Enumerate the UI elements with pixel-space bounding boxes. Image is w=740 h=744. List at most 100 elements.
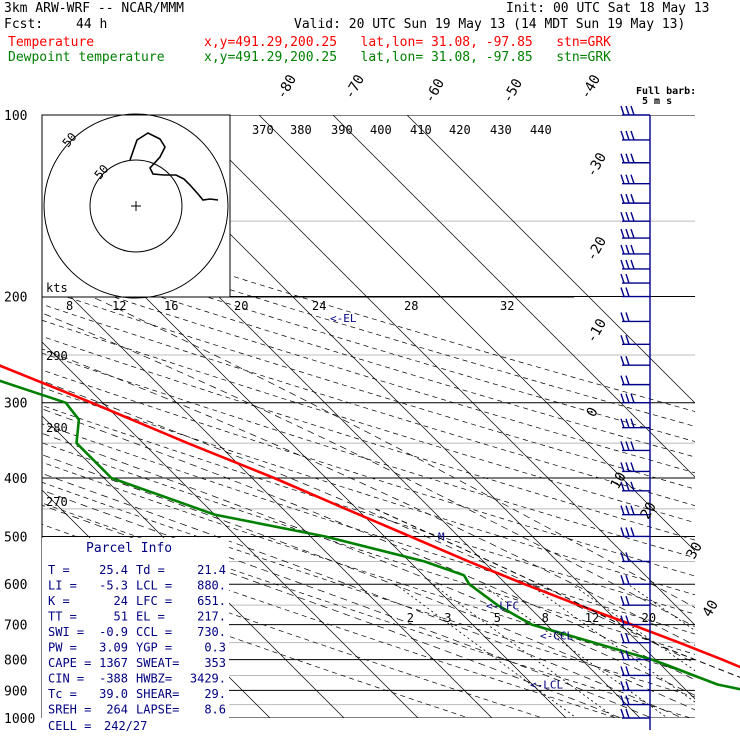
level-marker-lcl: <-LCL — [530, 679, 563, 692]
wind-barb-150 — [621, 212, 650, 221]
wind-barb-flag — [626, 394, 629, 403]
parcel-value-left-9: 264 — [106, 703, 128, 717]
wind-barb-900 — [621, 681, 650, 690]
parcel-value-left-7: -388 — [99, 672, 128, 686]
wind-barb-flag — [626, 666, 629, 675]
isotherm-50 — [407, 115, 740, 731]
theta-label-410: 410 — [410, 123, 432, 137]
parcel-label-right-6: SWEAT= — [136, 656, 179, 670]
parcel-label-right-4: CCL = — [136, 625, 172, 639]
speed-axis-label-8: 8 — [66, 299, 73, 313]
wind-barb-flag — [631, 229, 634, 238]
wind-barb-110 — [621, 131, 650, 140]
parcel-value-right-6: 353 — [204, 656, 226, 670]
wind-barb-flag — [626, 527, 629, 536]
wind-barb-flag — [621, 696, 624, 705]
wind-barb-flag — [621, 260, 624, 269]
wind-barb-flag — [631, 462, 634, 471]
mixing-ratio-label-2: 2 — [407, 611, 414, 625]
parcel-label-right-0: Td = — [136, 563, 165, 577]
wind-barb-flag — [626, 506, 629, 515]
wind-barb-flag — [621, 506, 624, 515]
wind-barb-flag — [621, 666, 624, 675]
wind-barb-flag — [626, 229, 629, 238]
parcel-value-right-3: 217. — [197, 610, 226, 624]
wind-barb-260 — [621, 356, 650, 365]
theta-label-440: 440 — [530, 123, 552, 137]
wind-barb-flag — [631, 212, 634, 221]
wind-barb-flag — [626, 356, 629, 365]
parcel-value-left-6: 1367 — [99, 656, 128, 670]
parcel-label-right-9: LAPSE= — [136, 703, 179, 717]
theta-label-400: 400 — [370, 123, 392, 137]
wind-barb-flag — [621, 596, 624, 605]
wind-barb-140 — [621, 194, 650, 203]
parcel-label-left-0: T = — [48, 563, 70, 577]
wind-barb-120 — [621, 154, 650, 163]
isotherm-label--30: -30 — [584, 150, 611, 180]
temperature-legend: Temperature — [8, 36, 94, 50]
wind-barb-flag — [621, 335, 624, 344]
parcel-label-left-7: CIN = — [48, 672, 84, 686]
wind-barb-flag — [631, 394, 634, 403]
parcel-label-left-6: CAPE = — [48, 656, 91, 670]
wind-barb-flag — [626, 575, 629, 584]
parcel-value-left-2: 24 — [114, 594, 128, 608]
wind-barb-flag — [631, 260, 634, 269]
parcel-value-left-4: -0.9 — [99, 625, 128, 639]
wind-barb-flag — [626, 634, 629, 643]
wind-barb-flag — [621, 634, 624, 643]
isotherm-label-40: 40 — [700, 597, 722, 620]
wind-barb-flag — [626, 596, 629, 605]
parcel-label-left-2: K = — [48, 594, 70, 608]
wind-barb-850 — [621, 666, 650, 675]
wind-barb-flag — [626, 194, 629, 203]
speed-axis-label-24: 24 — [312, 299, 326, 313]
wind-barb-flag — [621, 229, 624, 238]
isotherm-label--80: -80 — [274, 72, 301, 102]
wind-barb-flag — [631, 482, 634, 491]
parcel-value-right-5: 0.3 — [204, 641, 226, 655]
wind-barb-flag — [631, 154, 634, 163]
pressure-label-1000: 1000 — [4, 712, 35, 727]
parcel-value-right-7: 3429. — [190, 672, 226, 686]
dry-adiabat-label-290: 290 — [46, 349, 68, 363]
wind-barb-flag — [626, 106, 629, 115]
parcel-label-left-4: SWI = — [48, 625, 84, 639]
level-marker-m: M — [438, 530, 445, 543]
forecast-hours: 44 h — [76, 18, 107, 32]
wind-barb-flag — [626, 696, 629, 705]
parcel-value-right-1: 880. — [197, 579, 226, 593]
wind-barb-flag — [621, 356, 624, 365]
theta-label-380: 380 — [290, 123, 312, 137]
wind-barb-flag — [626, 212, 629, 221]
wind-barb-flag — [621, 175, 624, 184]
wind-barb-flag — [621, 575, 624, 584]
mixing-ratio-3 — [433, 584, 634, 731]
wind-barb-flag — [621, 527, 624, 536]
temperature-point-info: x,y=491.29,200.25 lat,lon= 31.08, -97.85… — [204, 36, 611, 50]
dry-adiabat-label-270: 270 — [46, 495, 68, 509]
isotherm-label-20: 20 — [638, 499, 660, 522]
speed-axis-label-16: 16 — [164, 299, 178, 313]
theta-label-430: 430 — [490, 123, 512, 137]
parcel-label-left-5: PW = — [48, 641, 77, 655]
wind-barb-flag — [631, 527, 634, 536]
wind-barb-390 — [621, 462, 650, 471]
valid-time: Valid: 20 UTC Sun 19 May 13 (14 MDT Sun … — [294, 18, 685, 32]
level-marker-el: <-EL — [330, 312, 357, 325]
wind-barb-flag — [626, 312, 629, 321]
pressure-label-400: 400 — [4, 472, 27, 487]
parcel-value-left-0: 25.4 — [99, 563, 128, 577]
parcel-label-right-8: SHEAR= — [136, 687, 179, 701]
wind-barb-180 — [621, 260, 650, 269]
wind-barb-190 — [621, 274, 650, 283]
parcel-value-right-8: 29. — [204, 687, 226, 701]
speed-axis-label-12: 12 — [112, 299, 126, 313]
wind-barb-flag — [626, 288, 629, 297]
wind-barb-flag — [621, 376, 624, 385]
forecast-label: Fcst: — [4, 18, 43, 32]
pressure-label-100: 100 — [4, 109, 27, 124]
